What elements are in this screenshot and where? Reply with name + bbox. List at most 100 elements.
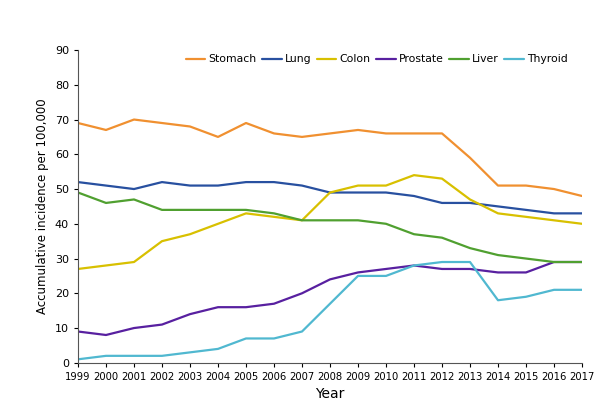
Thyroid: [578, 287, 586, 292]
Stomach: [187, 124, 194, 129]
Prostate: [242, 305, 250, 310]
Lung: [355, 190, 362, 195]
Lung: [439, 201, 446, 206]
Liver: [214, 207, 221, 212]
Thyroid: [214, 347, 221, 352]
Thyroid: [187, 350, 194, 355]
Lung: [158, 180, 166, 185]
Lung: [494, 204, 502, 209]
Line: Prostate: Prostate: [78, 262, 582, 335]
Colon: [130, 259, 137, 264]
Colon: [494, 211, 502, 216]
Liver: [271, 211, 278, 216]
Thyroid: [410, 263, 418, 268]
Stomach: [103, 128, 110, 133]
Prostate: [298, 291, 305, 296]
Prostate: [103, 332, 110, 337]
Prostate: [130, 326, 137, 331]
X-axis label: Year: Year: [316, 387, 344, 402]
Colon: [578, 221, 586, 226]
Line: Colon: Colon: [78, 175, 582, 269]
Prostate: [326, 277, 334, 282]
Lung: [74, 180, 82, 185]
Lung: [410, 193, 418, 198]
Stomach: [382, 131, 389, 136]
Prostate: [578, 259, 586, 264]
Lung: [523, 207, 530, 212]
Liver: [187, 207, 194, 212]
Stomach: [410, 131, 418, 136]
Thyroid: [550, 287, 557, 292]
Liver: [550, 259, 557, 264]
Lung: [271, 180, 278, 185]
Thyroid: [382, 274, 389, 279]
Colon: [74, 266, 82, 271]
Lung: [550, 211, 557, 216]
Lung: [298, 183, 305, 188]
Prostate: [271, 301, 278, 306]
Colon: [214, 221, 221, 226]
Colon: [271, 214, 278, 219]
Liver: [382, 221, 389, 226]
Thyroid: [242, 336, 250, 341]
Lung: [326, 190, 334, 195]
Liver: [466, 246, 473, 251]
Colon: [103, 263, 110, 268]
Liver: [158, 207, 166, 212]
Prostate: [158, 322, 166, 327]
Liver: [523, 256, 530, 261]
Stomach: [494, 183, 502, 188]
Prostate: [439, 266, 446, 271]
Legend: Stomach, Lung, Colon, Prostate, Liver, Thyroid: Stomach, Lung, Colon, Prostate, Liver, T…: [182, 50, 572, 69]
Stomach: [271, 131, 278, 136]
Line: Lung: Lung: [78, 182, 582, 214]
Thyroid: [298, 329, 305, 334]
Liver: [298, 218, 305, 223]
Colon: [326, 190, 334, 195]
Lung: [242, 180, 250, 185]
Colon: [410, 173, 418, 178]
Liver: [103, 201, 110, 206]
Thyroid: [466, 259, 473, 264]
Stomach: [550, 186, 557, 191]
Liver: [410, 232, 418, 237]
Stomach: [439, 131, 446, 136]
Thyroid: [103, 353, 110, 358]
Colon: [355, 183, 362, 188]
Thyroid: [326, 301, 334, 306]
Thyroid: [494, 298, 502, 303]
Colon: [439, 176, 446, 181]
Prostate: [214, 305, 221, 310]
Lung: [130, 186, 137, 191]
Liver: [578, 259, 586, 264]
Line: Liver: Liver: [78, 193, 582, 262]
Prostate: [355, 270, 362, 275]
Liver: [130, 197, 137, 202]
Stomach: [74, 121, 82, 126]
Thyroid: [271, 336, 278, 341]
Thyroid: [130, 353, 137, 358]
Stomach: [242, 121, 250, 126]
Liver: [74, 190, 82, 195]
Line: Stomach: Stomach: [78, 120, 582, 196]
Stomach: [466, 155, 473, 160]
Stomach: [130, 117, 137, 122]
Prostate: [466, 266, 473, 271]
Stomach: [523, 183, 530, 188]
Lung: [214, 183, 221, 188]
Thyroid: [439, 259, 446, 264]
Colon: [466, 197, 473, 202]
Liver: [439, 235, 446, 240]
Prostate: [550, 259, 557, 264]
Thyroid: [74, 357, 82, 362]
Colon: [298, 218, 305, 223]
Colon: [158, 239, 166, 244]
Thyroid: [158, 353, 166, 358]
Stomach: [355, 128, 362, 133]
Lung: [187, 183, 194, 188]
Colon: [187, 232, 194, 237]
Colon: [382, 183, 389, 188]
Stomach: [214, 134, 221, 139]
Lung: [466, 201, 473, 206]
Lung: [382, 190, 389, 195]
